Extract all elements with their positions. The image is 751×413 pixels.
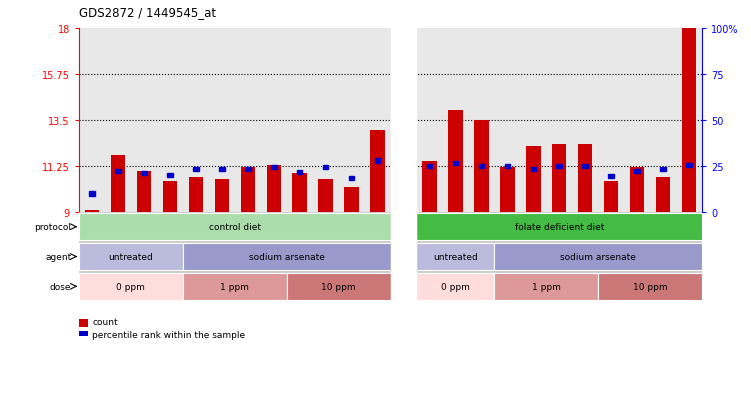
Text: 10 ppm: 10 ppm: [633, 282, 668, 291]
Bar: [215, 180, 229, 212]
Text: GDS2872 / 1449545_at: GDS2872 / 1449545_at: [79, 6, 216, 19]
Bar: [552, 145, 566, 212]
Bar: [635, 169, 640, 174]
Bar: [397, 167, 411, 212]
Bar: [271, 165, 276, 170]
Text: dose: dose: [50, 282, 71, 291]
Bar: [141, 171, 146, 176]
Bar: [494, 243, 702, 271]
Text: 10 ppm: 10 ppm: [321, 282, 356, 291]
Bar: [417, 243, 494, 271]
Text: 1 ppm: 1 ppm: [220, 282, 249, 291]
Bar: [500, 167, 514, 212]
Bar: [189, 178, 203, 212]
Text: folate deficient diet: folate deficient diet: [514, 223, 604, 232]
Bar: [292, 173, 306, 212]
Text: control diet: control diet: [209, 223, 261, 232]
Bar: [422, 161, 436, 212]
Bar: [686, 163, 692, 168]
Bar: [115, 169, 121, 174]
Bar: [391, 212, 417, 242]
Bar: [167, 173, 173, 178]
Bar: [599, 273, 702, 300]
Bar: [193, 167, 198, 172]
Bar: [370, 131, 385, 212]
Bar: [219, 167, 225, 172]
Text: 1 ppm: 1 ppm: [532, 282, 561, 291]
Bar: [526, 147, 541, 212]
Bar: [656, 178, 671, 212]
Text: percentile rank within the sample: percentile rank within the sample: [92, 330, 246, 339]
Text: untreated: untreated: [433, 252, 478, 261]
Text: agent: agent: [45, 252, 71, 261]
Bar: [475, 121, 489, 212]
Bar: [494, 273, 599, 300]
Bar: [478, 164, 484, 169]
Bar: [318, 180, 333, 212]
Bar: [427, 164, 433, 169]
Bar: [323, 165, 328, 170]
Bar: [245, 167, 251, 172]
Bar: [604, 182, 618, 212]
Bar: [345, 188, 359, 212]
Bar: [630, 167, 644, 212]
Text: protocol: protocol: [35, 223, 71, 232]
Bar: [182, 273, 287, 300]
Bar: [85, 210, 99, 212]
Bar: [660, 167, 666, 172]
Bar: [556, 164, 562, 169]
Bar: [417, 214, 702, 241]
Bar: [391, 272, 417, 301]
Bar: [417, 273, 494, 300]
Bar: [79, 214, 391, 241]
Bar: [682, 29, 696, 212]
Bar: [400, 164, 406, 169]
Bar: [375, 159, 381, 164]
Bar: [182, 243, 391, 271]
Bar: [137, 171, 151, 212]
Bar: [391, 29, 417, 212]
Text: 0 ppm: 0 ppm: [441, 282, 470, 291]
Text: 0 ppm: 0 ppm: [116, 282, 145, 291]
Text: count: count: [92, 318, 118, 327]
Bar: [79, 243, 182, 271]
Bar: [287, 273, 391, 300]
Bar: [89, 192, 95, 196]
Bar: [110, 155, 125, 212]
Bar: [453, 161, 458, 166]
Bar: [79, 273, 182, 300]
Bar: [267, 166, 281, 212]
Bar: [505, 164, 510, 169]
Text: sodium arsenate: sodium arsenate: [560, 252, 636, 261]
Bar: [578, 145, 593, 212]
Bar: [348, 176, 354, 181]
Bar: [530, 167, 536, 172]
Bar: [297, 170, 303, 175]
Bar: [608, 174, 614, 179]
Bar: [163, 182, 177, 212]
Text: sodium arsenate: sodium arsenate: [249, 252, 324, 261]
Bar: [448, 110, 463, 212]
Bar: [391, 242, 417, 272]
Bar: [240, 167, 255, 212]
Text: untreated: untreated: [108, 252, 153, 261]
Bar: [583, 164, 588, 169]
